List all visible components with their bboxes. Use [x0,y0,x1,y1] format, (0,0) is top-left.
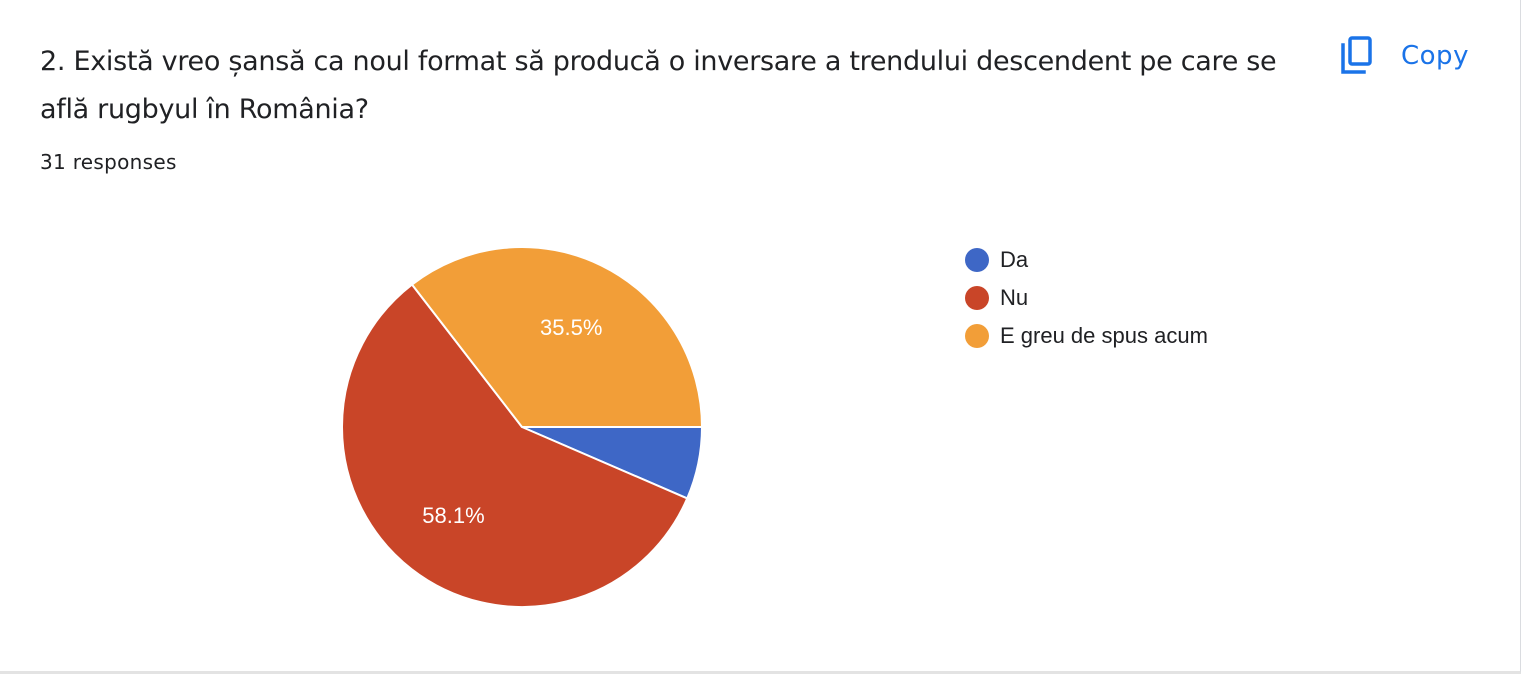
copy-button[interactable]: Copy [1336,32,1469,80]
legend-label-da: Da [1000,247,1029,272]
legend-label-e-greu: E greu de spus acum [1000,323,1208,348]
copy-label: Copy [1401,41,1469,71]
legend-item-da[interactable]: Da [965,241,1208,279]
question-title: 2. Există vreo șansă ca noul format să p… [40,46,1277,125]
copy-icon [1336,32,1376,80]
chart-legend: Da Nu E greu de spus acum [965,241,1208,355]
legend-swatch-nu [965,286,989,310]
legend-item-e-greu[interactable]: E greu de spus acum [965,317,1208,355]
legend-swatch-e-greu [965,324,989,348]
legend-label-nu: Nu [1000,285,1029,310]
response-count: 31 responses [40,150,177,174]
legend-swatch-da [965,248,989,272]
legend-item-nu[interactable]: Nu [965,279,1208,317]
